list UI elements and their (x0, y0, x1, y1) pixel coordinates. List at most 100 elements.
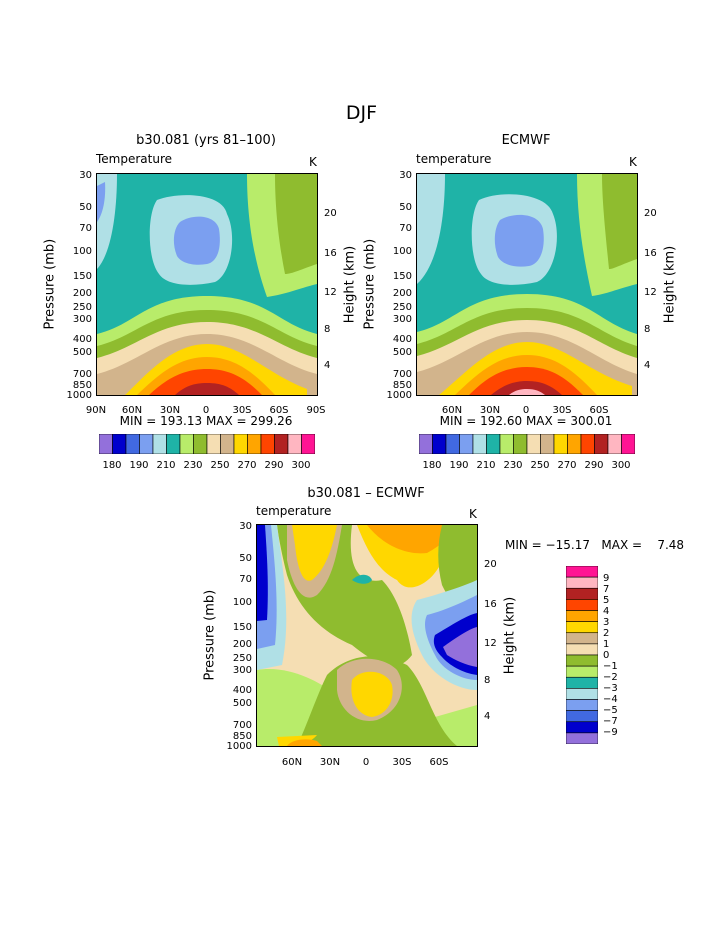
y2-tick: 12 (484, 638, 497, 649)
contour-band-190 (173, 216, 220, 265)
colorbar-label: 300 (291, 460, 310, 471)
legend-swatch (565, 621, 599, 634)
y-tick: 300 (233, 665, 252, 676)
y2-tick: 4 (324, 360, 330, 371)
x-tick: 60S (589, 405, 608, 416)
panel-difference-contours (257, 525, 477, 746)
legend-level: 4 (603, 606, 609, 617)
y-tick: 250 (393, 302, 412, 313)
colorbar-swatch (247, 433, 262, 455)
colorbar-swatch (459, 433, 474, 455)
x-tick: 30N (320, 757, 340, 768)
panel-difference-colorbar (565, 565, 599, 748)
contour-band-3-b (287, 739, 322, 746)
legend-swatch (565, 665, 599, 678)
contour-band-220 (602, 174, 637, 269)
legend-level: −9 (603, 727, 618, 738)
panel-ecmwf-colorbar-labels: 180 190 210 230 250 270 290 300 (422, 460, 630, 471)
x-tick: 90S (306, 405, 325, 416)
y-tick: 200 (393, 288, 412, 299)
y-tick: 700 (233, 720, 252, 731)
y2-tick: 12 (324, 287, 337, 298)
legend-swatch (565, 576, 599, 589)
contour-band-2-c (351, 671, 393, 717)
y-tick: 250 (233, 653, 252, 664)
panel-ecmwf-title: ECMWF (501, 133, 551, 148)
panel-model-minmax: MIN = 193.13 MAX = 299.26 (119, 414, 293, 428)
x-tick: 60N (282, 757, 302, 768)
y-tick: 70 (399, 223, 412, 234)
legend-level: −1 (603, 661, 618, 672)
panel-model-y2-ticks: 20 16 12 8 4 (324, 208, 337, 371)
panel-difference-minmax: MIN = −15.17 MAX = 7.48 (505, 538, 685, 552)
legend-level: −4 (603, 694, 618, 705)
panel-ecmwf-plot (416, 173, 638, 396)
panel-difference-x-ticks: 60N 30N 0 30S 60S (282, 757, 449, 768)
x-tick: 0 (363, 757, 369, 768)
x-tick: 30S (232, 405, 251, 416)
panel-model-contours (97, 174, 317, 395)
x-tick: 30S (392, 757, 411, 768)
legend-swatch (565, 721, 599, 734)
colorbar-swatch (567, 433, 582, 455)
legend-swatch (565, 699, 599, 711)
colorbar-swatch (513, 433, 528, 455)
x-tick: 30N (480, 405, 500, 416)
x-tick: 60N (122, 405, 142, 416)
colorbar-swatch (594, 433, 609, 455)
legend-level: 3 (603, 617, 609, 628)
y-tick: 850 (73, 380, 92, 391)
contour-band-300 (509, 389, 545, 395)
panel-difference-y2label: Height (km) (502, 596, 518, 675)
colorbar-swatch (206, 433, 221, 455)
y-tick: 30 (79, 170, 92, 181)
legend-swatch (565, 710, 599, 723)
y-tick: 700 (73, 369, 92, 380)
legend-swatch (565, 643, 599, 656)
colorbar-swatch (432, 433, 447, 455)
panel-model-x-ticks: 90N 60N 30N 0 30S 60S 90S (86, 405, 326, 416)
colorbar-swatch (621, 433, 636, 455)
legend-swatch (565, 565, 599, 578)
colorbar-swatches (565, 565, 599, 745)
panel-ecmwf-axes: 30 50 70 100 150 200 250 300 400 500 700… (387, 170, 657, 416)
colorbar-label: 300 (611, 460, 630, 471)
legend-level: 1 (603, 639, 609, 650)
colorbar-swatch (580, 433, 595, 455)
y-tick: 200 (233, 639, 252, 650)
colorbar-swatch (607, 433, 622, 455)
panel-model-axes: 30 50 70 100 150 200 250 300 400 500 700… (67, 170, 337, 416)
panel-model-variable-label: Temperature (96, 152, 173, 166)
colorbar-label: 210 (476, 460, 495, 471)
y-tick: 30 (239, 521, 252, 532)
y-tick: 30 (399, 170, 412, 181)
y-tick: 150 (393, 271, 412, 282)
y2-tick: 20 (484, 559, 497, 570)
colorbar-label: 190 (129, 460, 148, 471)
colorbar-label: 250 (210, 460, 229, 471)
colorbar-swatch (139, 433, 154, 455)
legend-level: 9 (603, 573, 609, 584)
legend-swatch (565, 587, 599, 600)
colorbar-swatch (233, 433, 248, 455)
y-tick: 1000 (387, 390, 412, 401)
colorbar-swatch (418, 433, 433, 455)
y2-tick: 16 (484, 599, 497, 610)
colorbar-label: 230 (503, 460, 522, 471)
contour-band-220 (275, 174, 317, 274)
page-title: DJF (345, 102, 378, 124)
legend-swatch (565, 688, 599, 700)
y2-tick: 20 (644, 208, 657, 219)
y-tick: 100 (233, 597, 252, 608)
colorbar-swatch (526, 433, 541, 455)
y-tick: 100 (73, 246, 92, 257)
y2-tick: 12 (644, 287, 657, 298)
y2-tick: 20 (324, 208, 337, 219)
panel-difference-y2-ticks: 20 16 12 8 4 (484, 559, 497, 722)
y-tick: 700 (393, 369, 412, 380)
contour-band-190-left (97, 182, 106, 222)
panel-ecmwf-y2-ticks: 20 16 12 8 4 (644, 208, 657, 371)
y-tick: 1000 (227, 741, 252, 752)
panel-difference-plot (256, 524, 478, 747)
colorbar-label: 290 (584, 460, 603, 471)
